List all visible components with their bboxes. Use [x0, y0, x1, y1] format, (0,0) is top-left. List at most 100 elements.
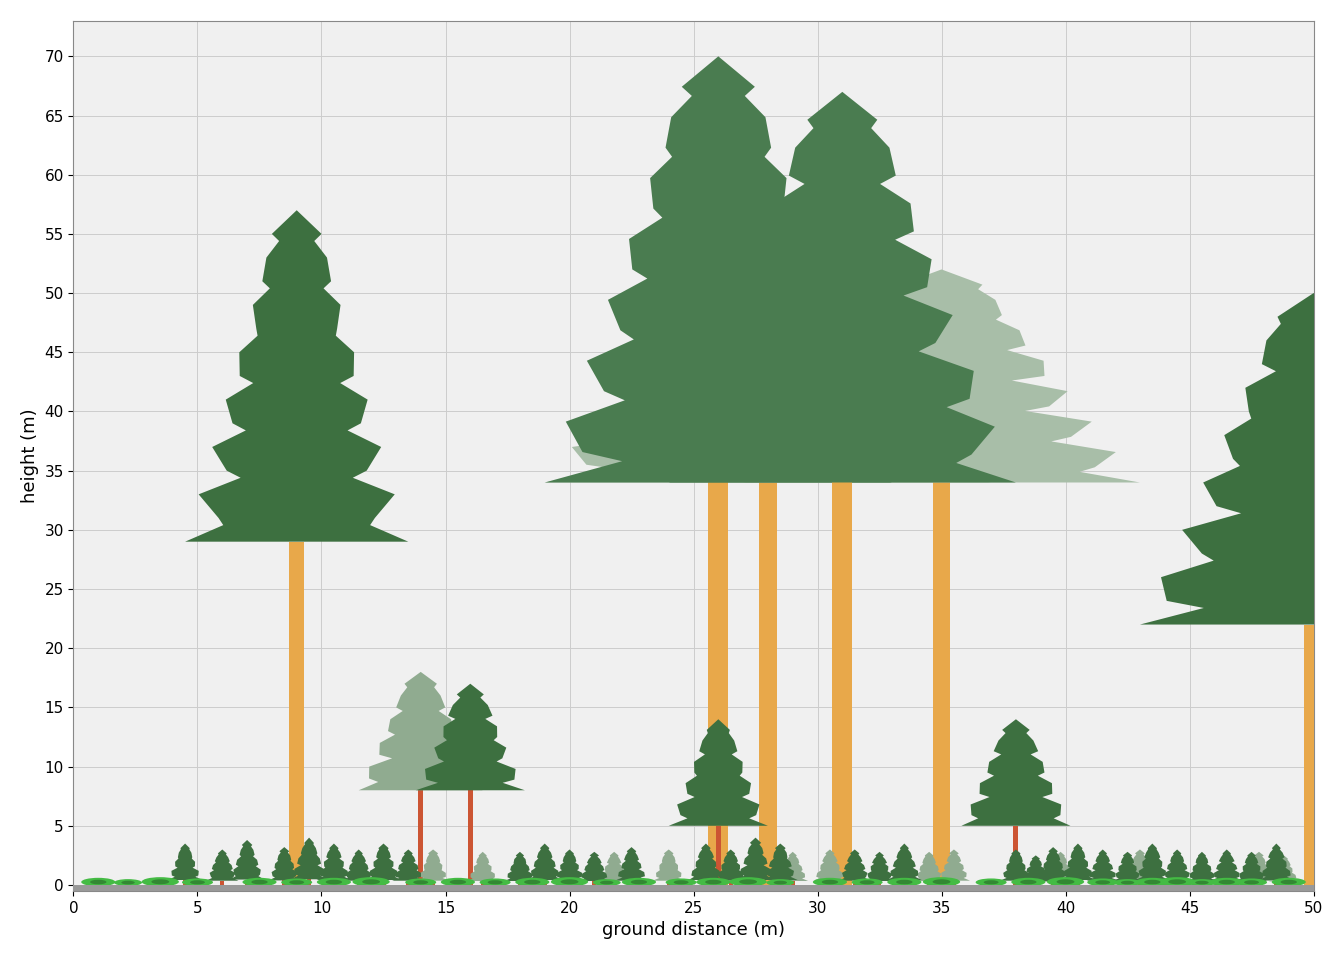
Ellipse shape — [852, 878, 883, 886]
Ellipse shape — [551, 877, 589, 886]
Polygon shape — [715, 850, 747, 880]
Polygon shape — [1021, 855, 1051, 881]
Ellipse shape — [976, 878, 1007, 886]
Ellipse shape — [622, 877, 656, 886]
Polygon shape — [1211, 850, 1243, 880]
Ellipse shape — [696, 877, 730, 886]
Ellipse shape — [121, 880, 134, 884]
Bar — [1013, 826, 1019, 885]
Bar — [289, 541, 304, 885]
Polygon shape — [599, 852, 629, 881]
Polygon shape — [544, 57, 892, 483]
Ellipse shape — [673, 880, 688, 884]
Ellipse shape — [242, 877, 277, 886]
Ellipse shape — [289, 880, 304, 884]
Ellipse shape — [1236, 878, 1267, 886]
Polygon shape — [669, 92, 1016, 483]
Ellipse shape — [450, 879, 466, 884]
Ellipse shape — [405, 878, 437, 886]
Polygon shape — [814, 850, 845, 880]
Polygon shape — [206, 850, 238, 880]
Bar — [708, 483, 728, 885]
Polygon shape — [1038, 847, 1070, 880]
Bar — [828, 880, 832, 885]
Bar — [1013, 880, 1017, 885]
Ellipse shape — [141, 877, 179, 886]
Ellipse shape — [362, 879, 380, 884]
Bar — [431, 880, 435, 885]
Ellipse shape — [325, 879, 343, 884]
Bar — [567, 880, 571, 885]
Polygon shape — [961, 719, 1070, 826]
Bar — [629, 880, 633, 885]
Bar — [716, 826, 720, 885]
Polygon shape — [1259, 844, 1294, 880]
Polygon shape — [763, 844, 798, 880]
Bar — [1257, 881, 1261, 885]
Polygon shape — [504, 852, 535, 881]
Bar — [74, 885, 1313, 891]
Polygon shape — [544, 234, 991, 483]
Ellipse shape — [114, 879, 142, 886]
Polygon shape — [616, 847, 648, 880]
Polygon shape — [1134, 844, 1169, 880]
Bar — [1274, 880, 1278, 885]
Bar — [1138, 880, 1142, 885]
Bar — [902, 880, 906, 885]
Polygon shape — [914, 852, 945, 881]
Ellipse shape — [630, 879, 646, 884]
Ellipse shape — [1136, 877, 1169, 886]
Polygon shape — [185, 210, 409, 541]
Ellipse shape — [706, 879, 722, 884]
Ellipse shape — [81, 877, 116, 886]
Polygon shape — [1046, 852, 1077, 881]
Bar — [1200, 881, 1204, 885]
Bar — [245, 879, 249, 885]
Ellipse shape — [251, 879, 267, 884]
Polygon shape — [1187, 852, 1218, 881]
Polygon shape — [1161, 850, 1193, 880]
Polygon shape — [1269, 855, 1298, 881]
Bar — [332, 880, 336, 885]
Ellipse shape — [813, 877, 847, 886]
Ellipse shape — [1121, 880, 1134, 884]
Bar — [790, 881, 794, 885]
Polygon shape — [168, 844, 203, 880]
Bar — [1059, 881, 1062, 885]
Bar — [927, 881, 931, 885]
Bar — [933, 483, 950, 885]
X-axis label: ground distance (m): ground distance (m) — [602, 922, 785, 939]
Bar — [753, 879, 758, 885]
Bar — [728, 880, 732, 885]
Polygon shape — [527, 844, 562, 880]
Polygon shape — [688, 844, 723, 880]
Ellipse shape — [560, 879, 578, 884]
Bar — [406, 880, 410, 885]
Polygon shape — [579, 852, 610, 881]
Bar — [358, 880, 360, 885]
Ellipse shape — [1011, 877, 1046, 886]
Bar — [1034, 881, 1038, 885]
Bar — [1101, 880, 1105, 885]
Ellipse shape — [593, 879, 621, 886]
Bar — [418, 790, 423, 885]
Bar — [832, 483, 852, 885]
Ellipse shape — [896, 879, 913, 884]
Ellipse shape — [1188, 879, 1216, 886]
Ellipse shape — [933, 879, 950, 884]
Ellipse shape — [665, 878, 696, 886]
Bar — [1150, 880, 1154, 885]
Polygon shape — [938, 850, 970, 880]
Bar — [306, 879, 312, 885]
Bar — [1075, 880, 1081, 885]
Polygon shape — [669, 719, 767, 826]
Ellipse shape — [1047, 877, 1085, 886]
Ellipse shape — [181, 878, 212, 886]
Polygon shape — [1140, 293, 1344, 625]
Ellipse shape — [281, 878, 312, 886]
Ellipse shape — [1210, 877, 1243, 886]
Bar — [517, 881, 521, 885]
Ellipse shape — [480, 878, 511, 886]
Bar — [543, 880, 547, 885]
Bar — [481, 881, 485, 885]
